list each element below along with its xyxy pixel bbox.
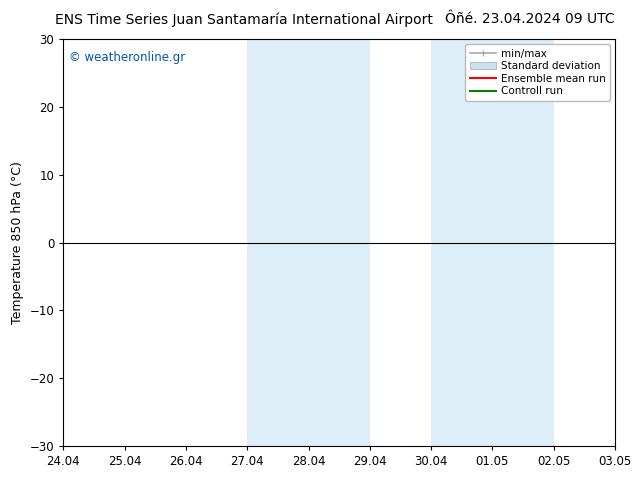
Y-axis label: Temperature 850 hPa (°C): Temperature 850 hPa (°C) bbox=[11, 161, 24, 324]
Bar bbox=[247, 39, 370, 446]
Text: ENS Time Series Juan Santamaría International Airport: ENS Time Series Juan Santamaría Internat… bbox=[55, 12, 433, 27]
Text: Ôñé. 23.04.2024 09 UTC: Ôñé. 23.04.2024 09 UTC bbox=[445, 12, 615, 26]
Legend: min/max, Standard deviation, Ensemble mean run, Controll run: min/max, Standard deviation, Ensemble me… bbox=[465, 45, 610, 100]
Bar bbox=[431, 39, 553, 446]
Text: © weatheronline.gr: © weatheronline.gr bbox=[69, 51, 185, 64]
